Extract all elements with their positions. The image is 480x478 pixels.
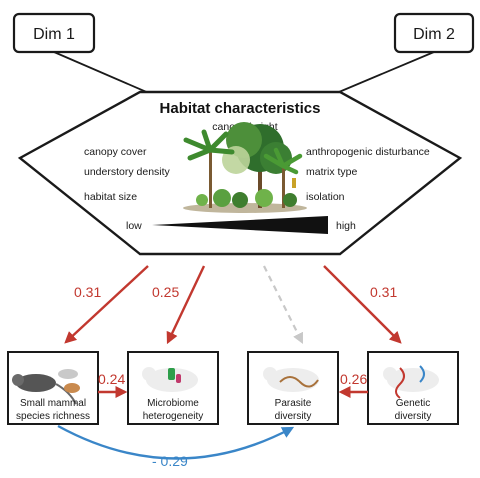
coef-habitat-genetic: 0.31 [370,284,397,300]
node-parasite: Parasite diversity [247,351,339,425]
coef-richness-microbiome: 0.24 [98,371,125,387]
dim1-label: Dim 1 [33,26,75,43]
habitat-left-item: canopy cover [84,146,147,158]
opossum-icon [12,369,80,405]
mouse-parasite-icon [263,367,319,392]
node-microbiome-line1: Microbiome [147,398,199,409]
habitat-right-item: isolation [306,191,345,203]
node-genetic-line2: diversity [395,411,432,422]
arrow-habitat-to-richness [64,265,149,344]
arrow-habitat-to-genetic [323,265,402,344]
node-parasite-line2: diversity [275,411,312,422]
node-microbiome: Microbiome heterogeneity [127,351,219,425]
node-richness: Small mammal species richness [7,351,99,425]
arrow-habitat-to-parasite [263,265,303,344]
habitat-left-item: understory density [84,166,171,178]
node-genetic-line1: Genetic [396,398,430,409]
coef-richness-parasite: - 0.29 [152,453,188,469]
node-richness-line2: species richness [16,411,90,422]
arrow-habitat-to-microbiome [166,265,206,345]
node-richness-line1: Small mammal [20,398,86,409]
habitat-title: Habitat characteristics [160,100,321,117]
mouse-dna-icon [383,365,439,399]
coef-habitat-richness: 0.31 [74,284,101,300]
node-parasite-line1: Parasite [275,398,312,409]
dim2-label: Dim 2 [413,26,455,43]
habitat-right-item: anthropogenic disturbance [306,146,430,158]
coef-habitat-microbiome: 0.25 [152,284,179,300]
scale-low-label: low [126,220,142,232]
node-microbiome-line2: heterogeneity [143,411,204,422]
arrow-richness-to-parasite [57,424,295,460]
habitat-right-item: matrix type [306,166,358,178]
mouse-gut-icon [142,367,198,392]
dim1-box: Dim 1 [12,12,96,54]
forest-illustration-icon [183,122,307,213]
gradient-wedge [152,216,328,234]
dim2-box: Dim 2 [393,12,475,54]
habitat-left-item: habitat size [84,191,137,203]
scale-high-label: high [336,220,356,232]
node-genetic: Genetic diversity [367,351,459,425]
coef-genetic-parasite: 0.26 [340,371,367,387]
